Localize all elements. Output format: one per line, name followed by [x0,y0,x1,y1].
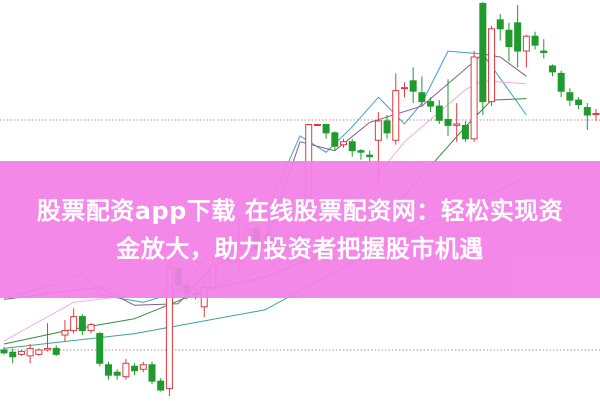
candle-up [70,316,78,332]
candle-down [566,92,574,101]
candle-down [383,120,391,134]
candle-down [104,364,112,376]
candle-up [35,349,43,355]
candle-up [26,347,34,357]
candle-up [522,35,530,52]
title-banner: 股票配资app下载 在线股票配资网：轻松实现资 金放大，助力投资者把握股市机遇 [0,161,600,298]
candle-down [514,22,522,52]
candle-up [392,90,400,141]
candle-up [44,347,52,351]
candle-down [531,35,539,46]
article-title-line-2: 金放大，助力投资者把握股市机遇 [116,234,484,263]
candle-down [435,105,443,121]
candle-down [418,92,426,103]
candle-down [409,80,417,92]
candle-down [583,107,591,116]
candle-down [496,19,504,30]
candle-down [78,316,86,332]
candle-up [374,120,382,141]
candle-down [357,150,365,153]
candle-up [488,28,496,103]
candle-down [131,365,139,372]
candle-down [366,154,374,158]
candle-up [340,141,348,146]
candle-up [313,124,321,127]
candle-up [400,87,408,90]
candle-down [575,99,583,106]
candle-up [139,364,147,370]
candle-down [348,141,356,152]
candle-down [557,72,565,92]
candle-down [427,101,435,107]
candle-down [548,65,556,73]
candle-down [157,380,165,391]
candle-down [505,29,513,48]
candle-down [0,349,8,354]
candle-down [113,371,121,376]
candle-down [444,118,452,126]
article-title-line-1: 股票配资app下载 在线股票配资网：轻松实现资 [36,196,564,225]
candle-down [9,351,17,358]
candle-up [17,350,25,355]
candle-up [592,113,600,116]
candle-down [96,333,104,364]
candle-up [453,123,461,126]
candle-up [470,56,478,140]
candle-up [87,324,95,332]
candle-down [322,124,330,134]
candle-down [479,2,487,103]
candle-up [61,330,69,336]
candle-up [122,362,130,378]
candle-down [52,347,60,355]
candle-down [540,50,548,54]
candle-down [461,124,469,140]
candle-down [148,364,156,382]
candle-down [331,132,339,147]
